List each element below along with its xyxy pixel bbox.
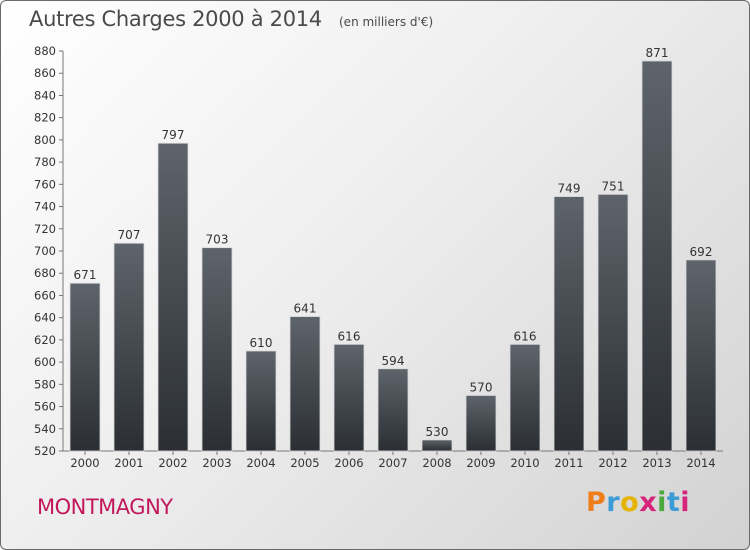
bar-2001 <box>113 242 145 452</box>
y-tick-label: 780 <box>34 155 56 169</box>
x-tick-label: 2000 <box>70 456 99 470</box>
bar-2006 <box>333 343 365 452</box>
bar-value-label: 641 <box>294 302 317 316</box>
bar-value-label: 692 <box>690 245 713 259</box>
bar-2004 <box>245 350 277 452</box>
bar-2009 <box>465 395 497 452</box>
y-tick-label: 660 <box>34 288 56 302</box>
bar-2012 <box>597 193 629 452</box>
y-tick-label: 620 <box>34 333 56 347</box>
chart-bars <box>69 60 717 452</box>
brand-letter: o <box>620 487 640 518</box>
y-tick-label: 520 <box>34 444 56 458</box>
bar-value-label: 797 <box>162 128 185 142</box>
x-tick-label: 2005 <box>290 456 319 470</box>
y-tick-label: 700 <box>34 244 56 258</box>
bar-value-label: 594 <box>382 354 405 368</box>
y-tick-label: 640 <box>34 311 56 325</box>
chart-title: Autres Charges 2000 à 2014 <box>29 7 322 31</box>
x-tick-label: 2013 <box>642 456 671 470</box>
x-tick-label: 2009 <box>466 456 495 470</box>
bar-value-label: 616 <box>514 329 537 343</box>
brand-letter: i <box>657 487 667 518</box>
y-tick-label: 760 <box>34 177 56 191</box>
brand-logo: Proxiti <box>586 487 690 518</box>
bar-2007 <box>377 368 409 452</box>
bar-value-label: 749 <box>558 182 581 196</box>
bar-value-label: 570 <box>470 380 493 394</box>
chart-header: Autres Charges 2000 à 2014 (en milliers … <box>29 7 433 31</box>
brand-letter: t <box>666 487 681 518</box>
bar-value-label: 703 <box>206 233 229 247</box>
x-tick-label: 2007 <box>378 456 407 470</box>
y-tick-label: 600 <box>34 355 56 369</box>
bar-value-label: 610 <box>250 336 273 350</box>
bar-2013 <box>641 60 673 452</box>
bar-value-label: 751 <box>602 179 625 193</box>
y-tick-label: 880 <box>34 44 56 58</box>
bar-value-label: 871 <box>646 46 669 60</box>
bar-2005 <box>289 316 321 452</box>
bar-2000 <box>69 282 101 452</box>
bar-value-label: 707 <box>118 228 141 242</box>
y-tick-label: 560 <box>34 400 56 414</box>
x-tick-label: 2002 <box>158 456 187 470</box>
y-tick-label: 720 <box>34 222 56 236</box>
x-tick-label: 2010 <box>510 456 539 470</box>
x-tick-label: 2008 <box>422 456 451 470</box>
brand-letter: i <box>680 487 691 518</box>
x-tick-label: 2003 <box>202 456 231 470</box>
chart-axes: 520 540 560 580 600 620 640 660 680 700 720 740 760 7… <box>34 44 723 470</box>
y-tick-label: 800 <box>34 133 56 147</box>
x-tick-label: 2012 <box>598 456 627 470</box>
y-tick-label: 820 <box>34 111 56 125</box>
brand-letter: P <box>586 487 607 518</box>
bar-value-label: 530 <box>426 425 449 439</box>
chart-subtitle: (en milliers d'€) <box>339 15 434 29</box>
y-tick-label: 540 <box>34 422 56 436</box>
x-tick-label: 2014 <box>686 456 715 470</box>
bar-2003 <box>201 247 233 452</box>
y-tick-label: 740 <box>34 200 56 214</box>
bar-2010 <box>509 343 541 452</box>
bar-2014 <box>685 259 717 452</box>
bar-2011 <box>553 196 585 452</box>
bar-value-label: 616 <box>338 329 361 343</box>
y-tick-label: 840 <box>34 88 56 102</box>
bar-2008 <box>421 439 453 452</box>
x-tick-label: 2004 <box>246 456 275 470</box>
y-tick-label: 860 <box>34 66 56 80</box>
brand-letter: x <box>639 487 658 518</box>
y-tick-label: 580 <box>34 377 56 391</box>
x-tick-label: 2011 <box>554 456 583 470</box>
chart-value-labels: 671 707 797 703 610 641 616 594 530 570 616 749 751 8… <box>74 46 713 439</box>
x-tick-label: 2001 <box>114 456 143 470</box>
city-name: MONTMAGNY <box>37 495 173 519</box>
x-tick-label: 2006 <box>334 456 363 470</box>
bar-value-label: 671 <box>74 268 97 282</box>
brand-letter: r <box>606 487 621 518</box>
bar-2002 <box>157 142 189 452</box>
y-tick-label: 680 <box>34 266 56 280</box>
